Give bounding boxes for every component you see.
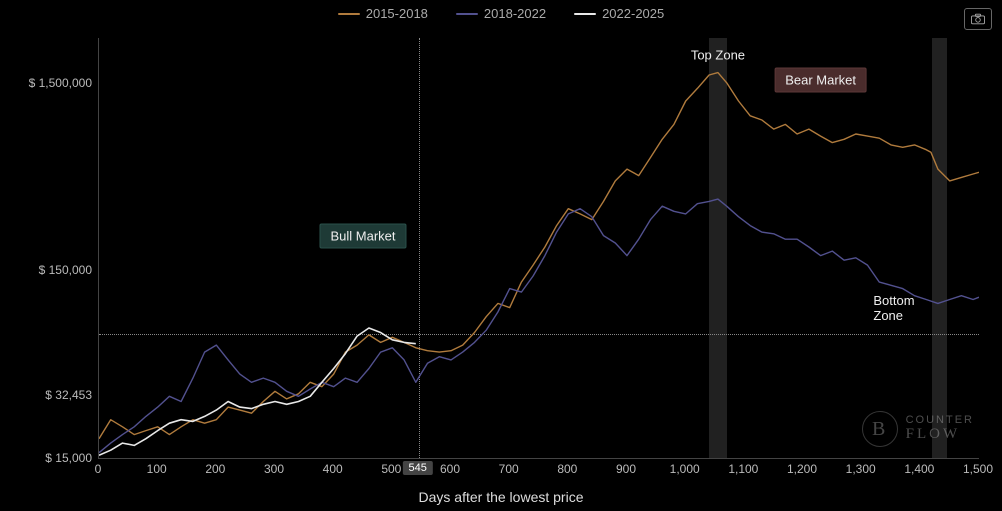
x-tick-label: 500 — [381, 462, 401, 476]
annotation-text: Bottom Zone — [873, 293, 943, 323]
y-tick-label: $ 1,500,000 — [12, 76, 92, 90]
legend-label-1: 2018-2022 — [484, 6, 546, 21]
watermark-line2: FLOW — [906, 427, 974, 443]
y-tick-label: $ 15,000 — [12, 451, 92, 465]
watermark: B COUNTER FLOW — [862, 411, 974, 447]
series-svg — [99, 38, 979, 458]
legend-swatch-0 — [338, 13, 360, 15]
annotation-box: Bear Market — [774, 68, 867, 93]
x-tick-label: 100 — [147, 462, 167, 476]
legend-item-1[interactable]: 2018-2022 — [456, 6, 546, 21]
plot-area[interactable]: Bull Market Bear Market Top Zone Bottom Zon… — [98, 38, 979, 459]
x-tick-label: 1,100 — [728, 462, 758, 476]
x-tick-label: 800 — [557, 462, 577, 476]
legend-label-0: 2015-2018 — [366, 6, 428, 21]
annotation-box: Bull Market — [319, 223, 406, 248]
x-tick-label: 900 — [616, 462, 636, 476]
chart-container: 2015-2018 2018-2022 2022-2025 Bull Marke… — [0, 0, 1002, 511]
series-2015-2018 — [99, 73, 979, 439]
x-tick-label: 300 — [264, 462, 284, 476]
camera-icon — [971, 13, 985, 25]
x-axis-title: Days after the lowest price — [0, 489, 1002, 505]
crosshair-x-tag: 545 — [403, 461, 433, 475]
legend-swatch-2 — [574, 13, 596, 15]
legend: 2015-2018 2018-2022 2022-2025 — [0, 6, 1002, 21]
series-2018-2022 — [99, 199, 979, 453]
series-2022-2025 — [99, 328, 416, 455]
x-tick-label: 1,500 — [963, 462, 993, 476]
legend-label-2: 2022-2025 — [602, 6, 664, 21]
x-tick-label: 600 — [440, 462, 460, 476]
legend-item-0[interactable]: 2015-2018 — [338, 6, 428, 21]
legend-swatch-1 — [456, 13, 478, 15]
x-tick-label: 1,400 — [904, 462, 934, 476]
y-tick-label: $ 150,000 — [12, 263, 92, 277]
x-tick-label: 200 — [205, 462, 225, 476]
x-tick-label: 700 — [499, 462, 519, 476]
x-tick-label: 1,000 — [670, 462, 700, 476]
annotation-text: Top Zone — [691, 48, 745, 63]
legend-item-2[interactable]: 2022-2025 — [574, 6, 664, 21]
download-image-button[interactable] — [964, 8, 992, 30]
x-tick-label: 1,200 — [787, 462, 817, 476]
y-tick-label: $ 32,453 — [12, 388, 92, 402]
x-tick-label: 400 — [323, 462, 343, 476]
x-tick-label: 1,300 — [846, 462, 876, 476]
x-tick-label: 0 — [95, 462, 102, 476]
bitcoin-icon: B — [862, 411, 898, 447]
